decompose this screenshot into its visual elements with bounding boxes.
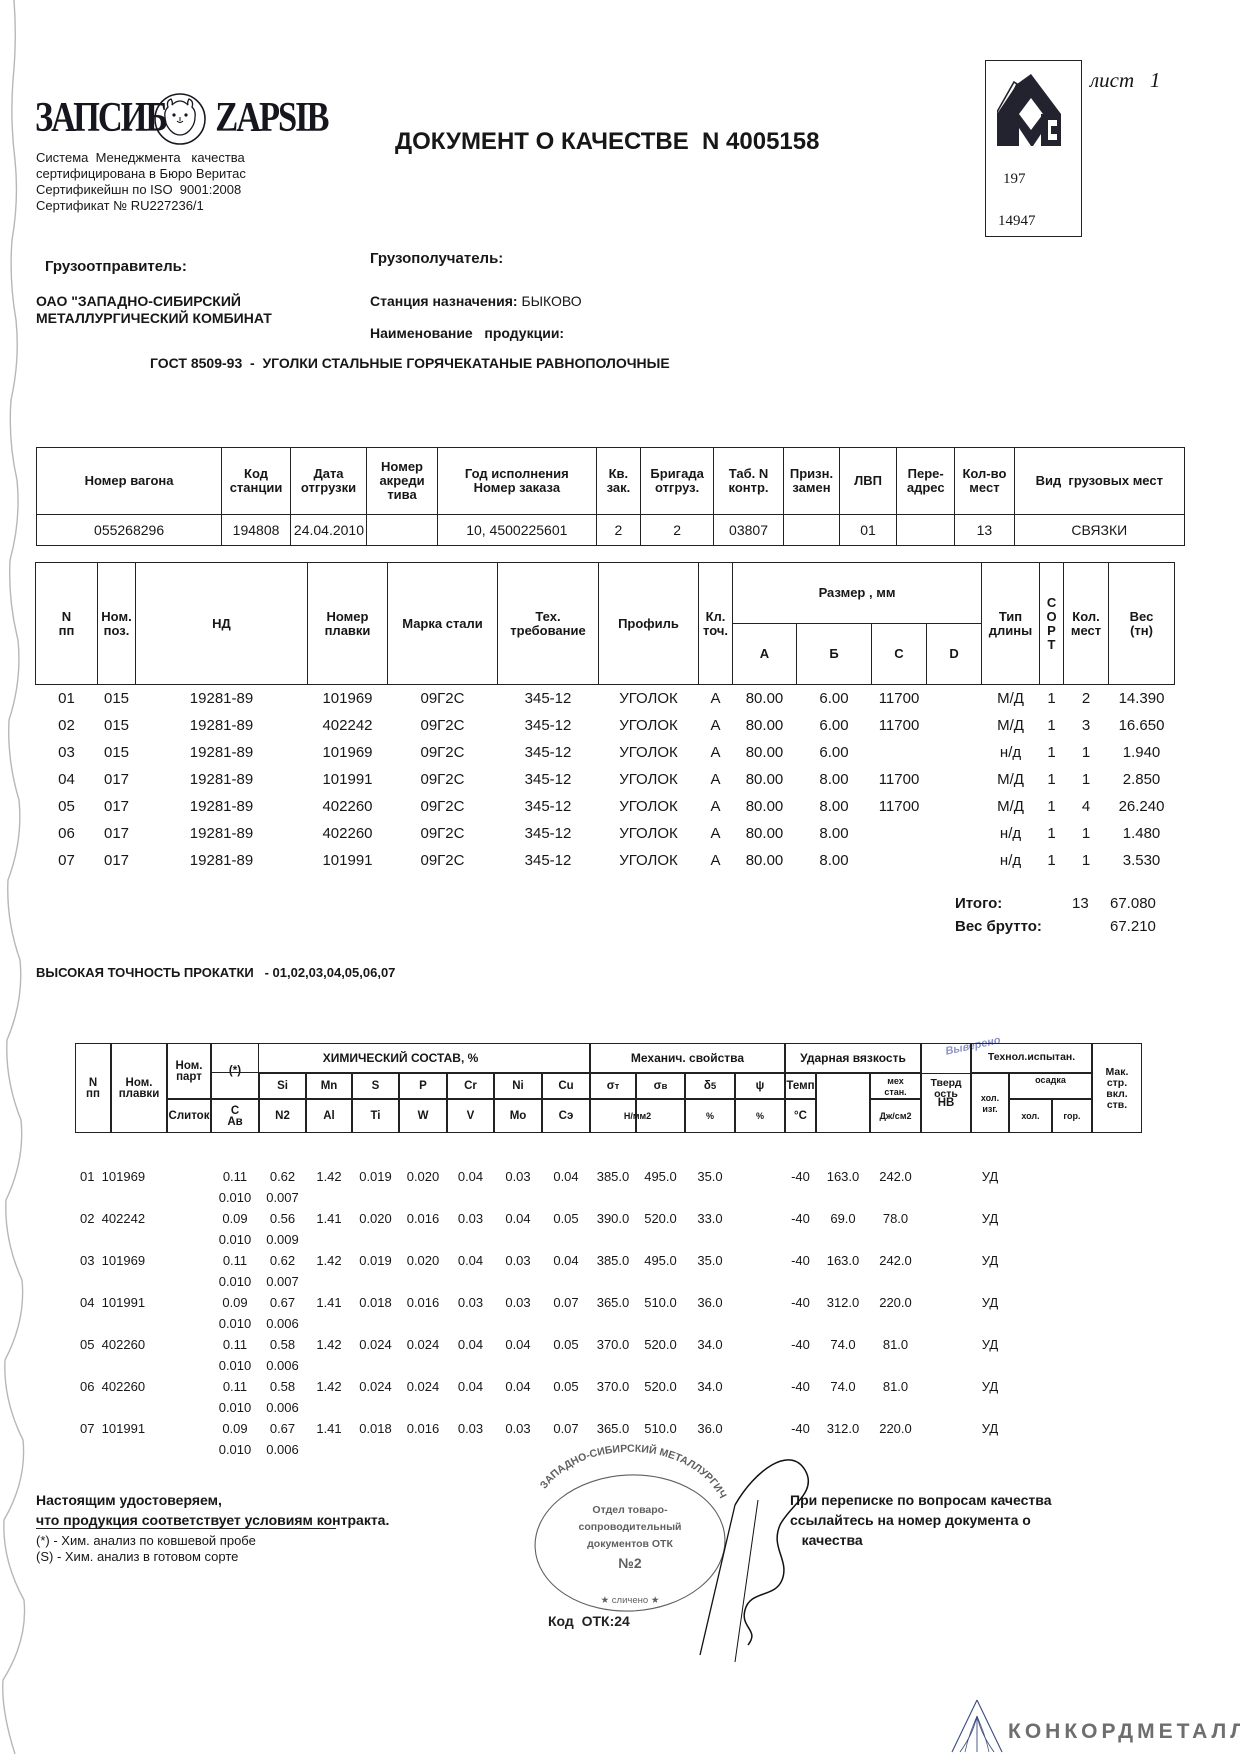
svg-text:№2: №2 — [618, 1555, 642, 1571]
